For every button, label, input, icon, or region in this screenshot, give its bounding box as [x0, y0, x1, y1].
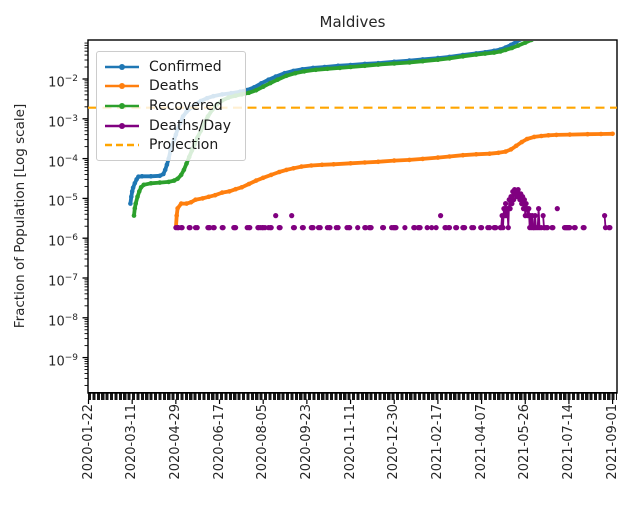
y-tick-label: 10−2 — [48, 74, 78, 91]
legend-label: Recovered — [149, 97, 223, 114]
y-tick-label: 10−8 — [48, 312, 78, 330]
y-tick-label: 10−9 — [48, 352, 78, 369]
legend-label: Confirmed — [149, 58, 222, 75]
x-tick-label: 2021-05-26 — [517, 404, 533, 480]
x-tick-label: 2020-12-30 — [386, 404, 402, 480]
x-tick-label: 2021-09-01 — [604, 404, 620, 480]
x-tick-label: 2020-09-23 — [298, 404, 314, 480]
legend-label: Projection — [149, 137, 219, 154]
chart-title: Maldives — [319, 13, 386, 31]
x-tick-label: 2020-11-11 — [342, 404, 358, 480]
legend-line-marker-deaths — [105, 83, 139, 90]
x-tick-label: 2020-06-17 — [211, 404, 227, 480]
legend-item-deaths_per_day: Deaths/Day — [104, 116, 239, 136]
y-tick-label: 10−3 — [48, 113, 78, 131]
y-tick-label: 10−4 — [48, 153, 78, 170]
legend: Confirmed Deaths Recovered Deaths/Day Projec… — [96, 51, 246, 161]
legend-item-recovered: Recovered — [104, 96, 239, 116]
series-deaths-per-day — [173, 187, 613, 231]
legend-label: Deaths/Day — [149, 117, 231, 134]
series-deaths — [173, 131, 615, 230]
plot-frame — [87, 39, 618, 394]
x-tick-label: 2021-04-07 — [473, 404, 489, 480]
y-tick-label: 10−7 — [48, 273, 78, 290]
x-tick-label: 2020-08-05 — [255, 404, 271, 480]
x-tick-label: 2020-03-11 — [124, 404, 140, 480]
legend-line-marker-confirmed — [105, 63, 139, 70]
legend-item-deaths: Deaths — [104, 77, 239, 97]
y-tick-label: 10−6 — [48, 233, 78, 250]
x-tick-label: 2020-04-29 — [167, 404, 183, 480]
x-tick-label: 2021-07-14 — [560, 404, 576, 480]
legend-line-marker-deaths_per_day — [105, 122, 139, 129]
legend-label: Deaths — [149, 78, 199, 95]
legend-dashed-line-projection — [105, 143, 139, 147]
legend-line-marker-recovered — [105, 102, 139, 109]
y-tick-label: 10−5 — [48, 193, 78, 210]
x-tick-label: 2020-01-22 — [80, 404, 96, 480]
x-tick-label: 2021-02-17 — [429, 404, 445, 480]
legend-item-projection: Projection — [104, 135, 239, 155]
legend-item-confirmed: Confirmed — [104, 57, 239, 77]
